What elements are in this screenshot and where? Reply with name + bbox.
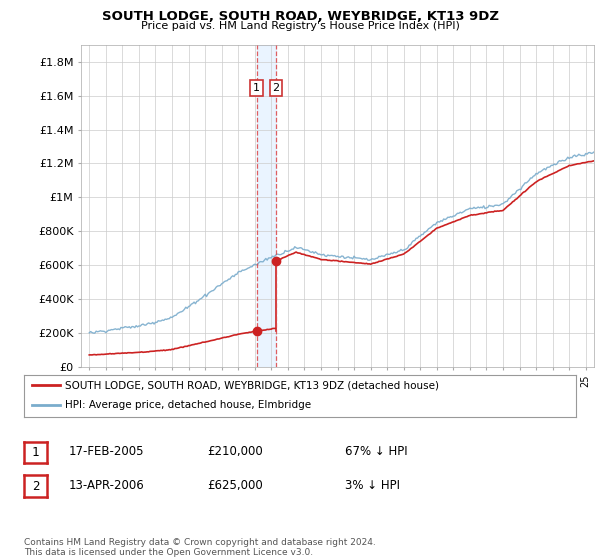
Text: 67% ↓ HPI: 67% ↓ HPI xyxy=(345,445,407,459)
Text: 1: 1 xyxy=(253,83,260,94)
Bar xyxy=(257,45,276,367)
Text: 17-FEB-2005: 17-FEB-2005 xyxy=(69,445,145,459)
Text: £210,000: £210,000 xyxy=(207,445,263,459)
Text: 13-APR-2006: 13-APR-2006 xyxy=(69,479,145,492)
Text: Contains HM Land Registry data © Crown copyright and database right 2024.
This d: Contains HM Land Registry data © Crown c… xyxy=(24,538,376,557)
Text: SOUTH LODGE, SOUTH ROAD, WEYBRIDGE, KT13 9DZ: SOUTH LODGE, SOUTH ROAD, WEYBRIDGE, KT13… xyxy=(101,10,499,23)
Text: 2: 2 xyxy=(272,83,280,94)
Text: 3% ↓ HPI: 3% ↓ HPI xyxy=(345,479,400,492)
Text: SOUTH LODGE, SOUTH ROAD, WEYBRIDGE, KT13 9DZ (detached house): SOUTH LODGE, SOUTH ROAD, WEYBRIDGE, KT13… xyxy=(65,380,439,390)
Text: 1: 1 xyxy=(32,446,39,459)
Text: 2: 2 xyxy=(32,479,39,493)
Text: £625,000: £625,000 xyxy=(207,479,263,492)
Text: Price paid vs. HM Land Registry's House Price Index (HPI): Price paid vs. HM Land Registry's House … xyxy=(140,21,460,31)
Text: HPI: Average price, detached house, Elmbridge: HPI: Average price, detached house, Elmb… xyxy=(65,400,311,410)
